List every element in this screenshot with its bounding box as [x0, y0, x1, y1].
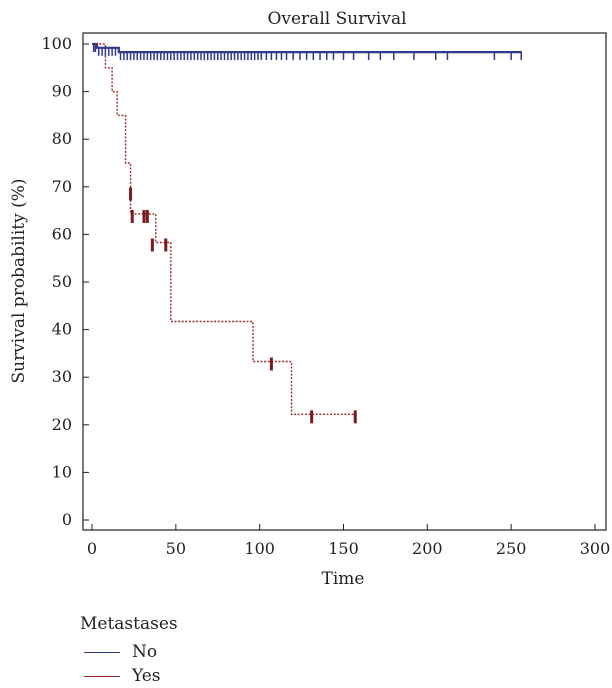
legend-title: Metastases	[80, 614, 178, 634]
x-tick-label: 0	[87, 539, 97, 558]
x-axis-label: Time	[322, 569, 365, 589]
x-tick-label: 200	[412, 539, 443, 558]
x-axis: 0 50 100 150 200 250 300	[87, 524, 610, 558]
y-tick-label: 50	[52, 272, 72, 291]
legend-swatch-no	[84, 651, 120, 653]
chart-title: Overall Survival	[267, 9, 406, 29]
y-tick-label: 30	[52, 367, 72, 386]
series-line-yes	[92, 43, 356, 416]
y-tick-label: 70	[52, 177, 72, 196]
y-tick-label: 80	[52, 129, 72, 148]
x-tick-label: 50	[166, 539, 186, 558]
y-tick-label: 0	[62, 510, 72, 529]
legend-label-yes: Yes	[132, 666, 161, 686]
legend-item-yes: Yes	[80, 664, 178, 688]
legend-item-no: No	[80, 640, 178, 664]
censor-marks	[92, 43, 522, 424]
series-line-no	[92, 42, 522, 54]
x-tick-label: 150	[328, 539, 359, 558]
legend: Metastases No Yes	[80, 614, 178, 688]
y-tick-label: 20	[52, 415, 72, 434]
x-tick-label: 300	[580, 539, 611, 558]
legend-swatch-yes	[84, 675, 120, 677]
plot-frame	[82, 32, 607, 531]
y-tick-label: 90	[52, 82, 72, 101]
survival-chart: Overall Survival 0102030405060708090100 …	[9, 9, 610, 589]
survival-curves	[92, 42, 522, 416]
y-tick-label: 60	[52, 224, 72, 243]
legend-label-no: No	[132, 642, 158, 662]
y-axis-label: Survival probability (%)	[9, 178, 29, 383]
y-tick-label: 10	[52, 462, 72, 481]
x-tick-label: 100	[244, 539, 275, 558]
y-tick-label: 100	[41, 34, 72, 53]
x-tick-label: 250	[496, 539, 527, 558]
y-axis: 0 10 20 30 40 50 60 70 80 90 100	[41, 34, 89, 529]
y-tick-label: 40	[52, 320, 72, 339]
